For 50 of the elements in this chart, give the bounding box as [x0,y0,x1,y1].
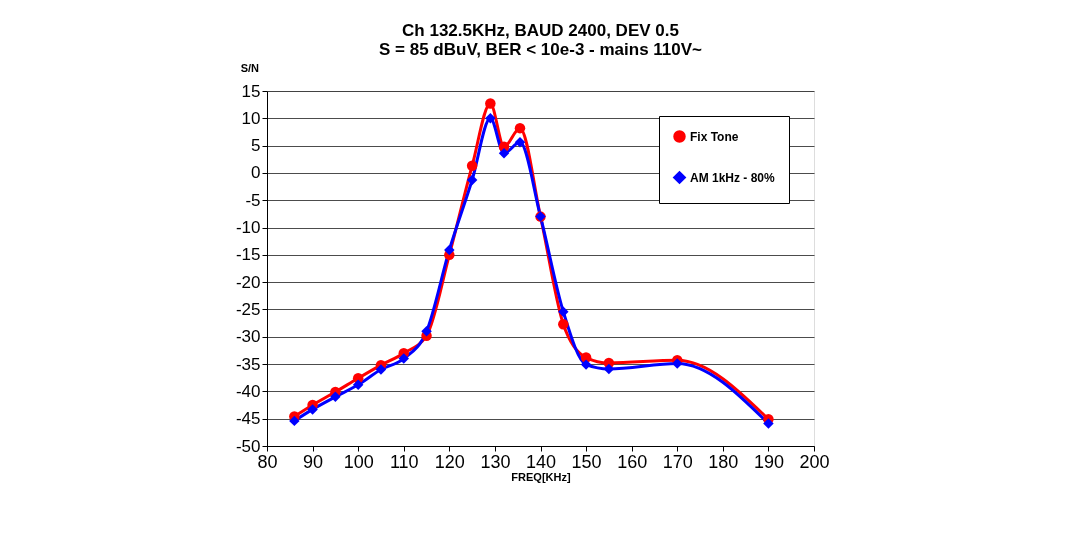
y-tick-label: -20 [235,272,261,292]
y-tick-label: -10 [235,218,261,238]
point [580,359,592,370]
y-tick-label: -45 [235,409,261,429]
chart-title: Ch 132.5KHz, BAUD 2400, DEV 0.5 [402,21,679,40]
y-tick-label: 5 [251,136,261,156]
x-tick-label: 200 [799,451,830,472]
x-tick-label: 150 [571,451,602,472]
point [763,418,774,429]
point [514,122,526,134]
point [466,160,478,172]
x-tick-label: 140 [525,451,557,472]
legend-label: Fix Tone [690,129,739,144]
point [307,404,318,415]
y-tick-label: -5 [245,190,261,210]
y-tick-label: -40 [235,381,261,401]
point [466,174,478,186]
legend-label: AM 1kHz - 80% [690,170,776,185]
y-tick-label: 15 [241,81,261,101]
point [558,318,569,330]
x-tick-label: 110 [389,451,419,472]
y-tick-label: -15 [235,245,261,265]
chart-subtitle: S = 85 dBuV, BER < 10e-3 - mains 110V~ [378,40,703,59]
point [444,244,455,256]
y-tick-label: 10 [241,108,261,128]
x-tick-label: 160 [617,451,648,472]
point [485,113,496,124]
x-tick-label: 190 [753,451,784,472]
x-tick-label: 170 [662,451,693,472]
point [352,379,364,391]
point [421,326,432,337]
x-tick-label: 120 [434,451,465,472]
y-tick-label: -35 [235,354,261,374]
x-tick-label: 180 [708,451,739,472]
x-tick-label: 100 [343,451,374,472]
point [330,391,341,403]
point [514,137,526,148]
y-axis-title: S/N [240,62,260,74]
point [498,148,510,159]
y-tick-label: -25 [235,299,261,319]
x-tick-label: 130 [480,451,511,472]
x-tick-label: 90 [303,451,324,472]
x-axis-title: FREQ[KHz] [511,470,571,483]
point [398,353,409,364]
y-tick-label: 0 [251,163,261,183]
point [558,306,569,317]
point [375,364,387,375]
point [289,415,300,427]
y-tick-label: -30 [235,327,261,347]
point [485,98,496,109]
